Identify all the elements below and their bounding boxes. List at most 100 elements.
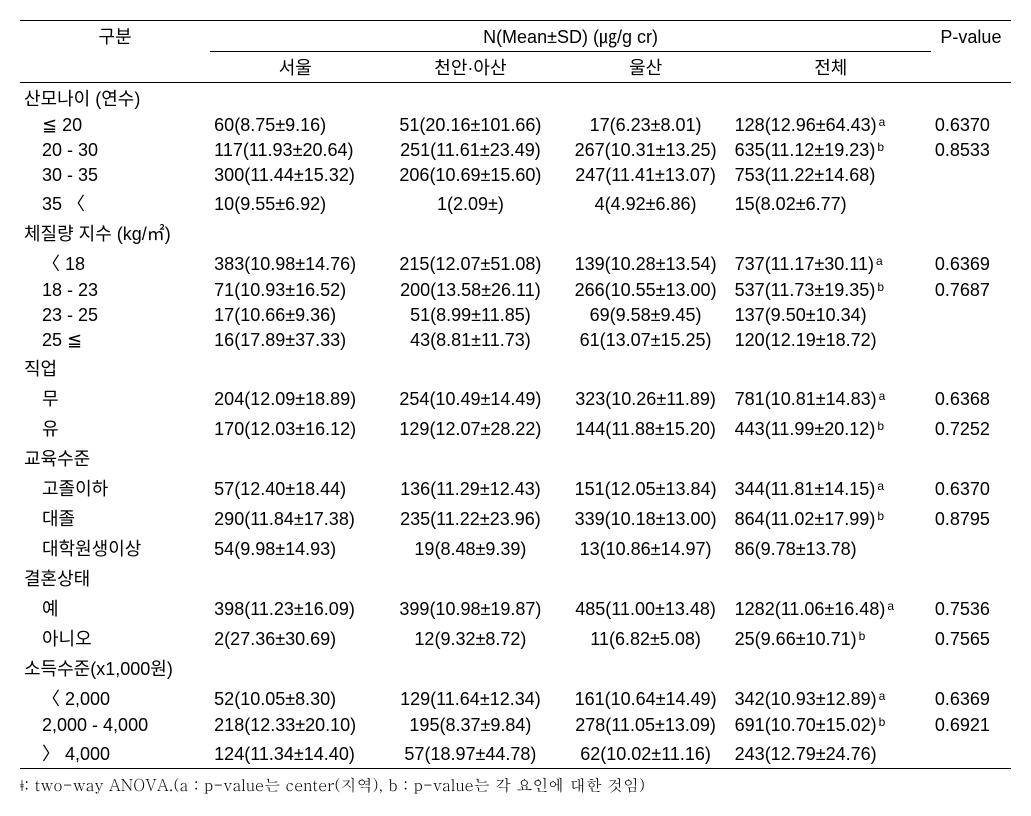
header-n: N(Mean±SD) (㎍/g cr) xyxy=(210,21,931,52)
table-row: 20 - 30117(11.93±20.64)251(11.61±23.49)2… xyxy=(20,138,1011,163)
cell-ulsan: 247(11.41±13.07) xyxy=(561,163,731,188)
table-row: 고졸이하57(12.40±18.44)136(11.29±12.43)151(1… xyxy=(20,473,1011,503)
total-value: 691(10.70±15.02) xyxy=(735,715,877,735)
cell-seoul: 300(11.44±15.32) xyxy=(210,163,380,188)
superscript-marker: a xyxy=(874,254,883,268)
cell-seoul: 2(27.36±30.69) xyxy=(210,623,380,653)
cell-ulsan: 69(9.58±9.45) xyxy=(561,303,731,328)
cell-pvalue: 0.6369 xyxy=(931,683,1011,713)
table-row: 23 - 2517(10.66±9.36)51(8.99±11.85)69(9.… xyxy=(20,303,1011,328)
total-value: 342(10.93±12.89) xyxy=(735,689,877,709)
total-value: 120(12.19±18.72) xyxy=(735,330,877,350)
cell-seoul: 218(12.33±20.10) xyxy=(210,713,380,738)
cell-seoul: 290(11.84±17.38) xyxy=(210,503,380,533)
total-value: 781(10.81±14.83) xyxy=(735,389,877,409)
cell-cheonan: 195(8.37±9.84) xyxy=(380,713,560,738)
cell-ulsan: 339(10.18±13.00) xyxy=(561,503,731,533)
total-value: 243(12.79±24.76) xyxy=(735,744,877,764)
cell-total: 128(12.96±64.43)a xyxy=(731,113,931,138)
cell-seoul: 71(10.93±16.52) xyxy=(210,278,380,303)
total-value: 737(11.17±30.11) xyxy=(735,254,874,274)
table-row: 무204(12.09±18.89)254(10.49±14.49)323(10.… xyxy=(20,383,1011,413)
total-value: 25(9.66±10.71) xyxy=(735,629,857,649)
section-header: 소득수준(x1,000원) xyxy=(20,653,1011,683)
cell-pvalue xyxy=(931,328,1011,353)
table-header: 구분 N(Mean±SD) (㎍/g cr) P-value 서울 천안·아산 … xyxy=(20,21,1011,83)
header-category: 구분 xyxy=(20,21,210,83)
cell-ulsan: 11(6.82±5.08) xyxy=(561,623,731,653)
superscript-marker: b xyxy=(877,715,886,729)
cell-category: 고졸이하 xyxy=(20,473,210,503)
cell-total: 443(11.99±20.12)b xyxy=(731,413,931,443)
cell-pvalue xyxy=(931,533,1011,563)
table-row: 〉 4,000124(11.34±14.40)57(18.97±44.78)62… xyxy=(20,738,1011,769)
cell-category: 23 - 25 xyxy=(20,303,210,328)
total-value: 15(8.02±6.77) xyxy=(735,194,847,214)
total-value: 137(9.50±10.34) xyxy=(735,305,867,325)
cell-ulsan: 323(10.26±11.89) xyxy=(561,383,731,413)
cell-category: 20 - 30 xyxy=(20,138,210,163)
table-row: 〈 2,00052(10.05±8.30)129(11.64±12.34)161… xyxy=(20,683,1011,713)
table-body: 산모나이 (연수)≦ 2060(8.75±9.16)51(20.16±101.6… xyxy=(20,83,1011,769)
cell-total: 344(11.81±14.15)a xyxy=(731,473,931,503)
header-cheonan: 천안·아산 xyxy=(380,52,560,83)
cell-pvalue: 0.7536 xyxy=(931,593,1011,623)
cell-total: 864(11.02±17.99)b xyxy=(731,503,931,533)
cell-pvalue xyxy=(931,163,1011,188)
cell-ulsan: 139(10.28±13.54) xyxy=(561,248,731,278)
cell-seoul: 398(11.23±16.09) xyxy=(210,593,380,623)
cell-seoul: 10(9.55±6.92) xyxy=(210,188,380,218)
cell-category: 〉 4,000 xyxy=(20,738,210,769)
table-row: 〈 18383(10.98±14.76)215(12.07±51.08)139(… xyxy=(20,248,1011,278)
cell-pvalue xyxy=(931,303,1011,328)
cell-total: 691(10.70±15.02)b xyxy=(731,713,931,738)
cell-seoul: 52(10.05±8.30) xyxy=(210,683,380,713)
cell-category: 25 ≦ xyxy=(20,328,210,353)
cell-seoul: 170(12.03±16.12) xyxy=(210,413,380,443)
cell-ulsan: 4(4.92±6.86) xyxy=(561,188,731,218)
table-row: 대학원생이상54(9.98±14.93)19(8.48±9.39)13(10.8… xyxy=(20,533,1011,563)
cell-cheonan: 51(20.16±101.66) xyxy=(380,113,560,138)
table-row: 30 - 35300(11.44±15.32)206(10.69±15.60)2… xyxy=(20,163,1011,188)
cell-total: 25(9.66±10.71)b xyxy=(731,623,931,653)
cell-pvalue: 0.7565 xyxy=(931,623,1011,653)
cell-pvalue: 0.6369 xyxy=(931,248,1011,278)
cell-ulsan: 161(10.64±14.49) xyxy=(561,683,731,713)
cell-pvalue: 0.7252 xyxy=(931,413,1011,443)
cell-category: 무 xyxy=(20,383,210,413)
cell-category: 아니오 xyxy=(20,623,210,653)
header-ulsan: 울산 xyxy=(561,52,731,83)
cell-ulsan: 144(11.88±15.20) xyxy=(561,413,731,443)
cell-category: 30 - 35 xyxy=(20,163,210,188)
section-header: 결혼상태 xyxy=(20,563,1011,593)
cell-cheonan: 43(8.81±11.73) xyxy=(380,328,560,353)
table-row: ≦ 2060(8.75±9.16)51(20.16±101.66)17(6.23… xyxy=(20,113,1011,138)
total-value: 537(11.73±19.35) xyxy=(735,280,876,300)
superscript-marker: a xyxy=(885,599,894,613)
table-row: 대졸290(11.84±17.38)235(11.22±23.96)339(10… xyxy=(20,503,1011,533)
superscript-marker: a xyxy=(877,389,886,403)
cell-category: 대학원생이상 xyxy=(20,533,210,563)
cell-total: 635(11.12±19.23)b xyxy=(731,138,931,163)
cell-ulsan: 61(13.07±15.25) xyxy=(561,328,731,353)
superscript-marker: b xyxy=(875,140,884,154)
cell-ulsan: 485(11.00±13.48) xyxy=(561,593,731,623)
cell-pvalue: 0.7687 xyxy=(931,278,1011,303)
cell-category: 〈 2,000 xyxy=(20,683,210,713)
data-table: 구분 N(Mean±SD) (㎍/g cr) P-value 서울 천안·아산 … xyxy=(20,20,1011,769)
cell-pvalue xyxy=(931,188,1011,218)
cell-total: 781(10.81±14.83)a xyxy=(731,383,931,413)
cell-total: 1282(11.06±16.48)a xyxy=(731,593,931,623)
cell-cheonan: 129(12.07±28.22) xyxy=(380,413,560,443)
cell-seoul: 204(12.09±18.89) xyxy=(210,383,380,413)
cell-cheonan: 399(10.98±19.87) xyxy=(380,593,560,623)
header-pvalue: P-value xyxy=(931,21,1011,83)
cell-category: 18 - 23 xyxy=(20,278,210,303)
cell-ulsan: 267(10.31±13.25) xyxy=(561,138,731,163)
section-header: 체질량 지수 (kg/㎡) xyxy=(20,218,1011,248)
total-value: 86(9.78±13.78) xyxy=(735,539,857,559)
total-value: 635(11.12±19.23) xyxy=(735,140,876,160)
cell-cheonan: 200(13.58±26.11) xyxy=(380,278,560,303)
cell-cheonan: 251(11.61±23.49) xyxy=(380,138,560,163)
cell-pvalue: 0.6368 xyxy=(931,383,1011,413)
